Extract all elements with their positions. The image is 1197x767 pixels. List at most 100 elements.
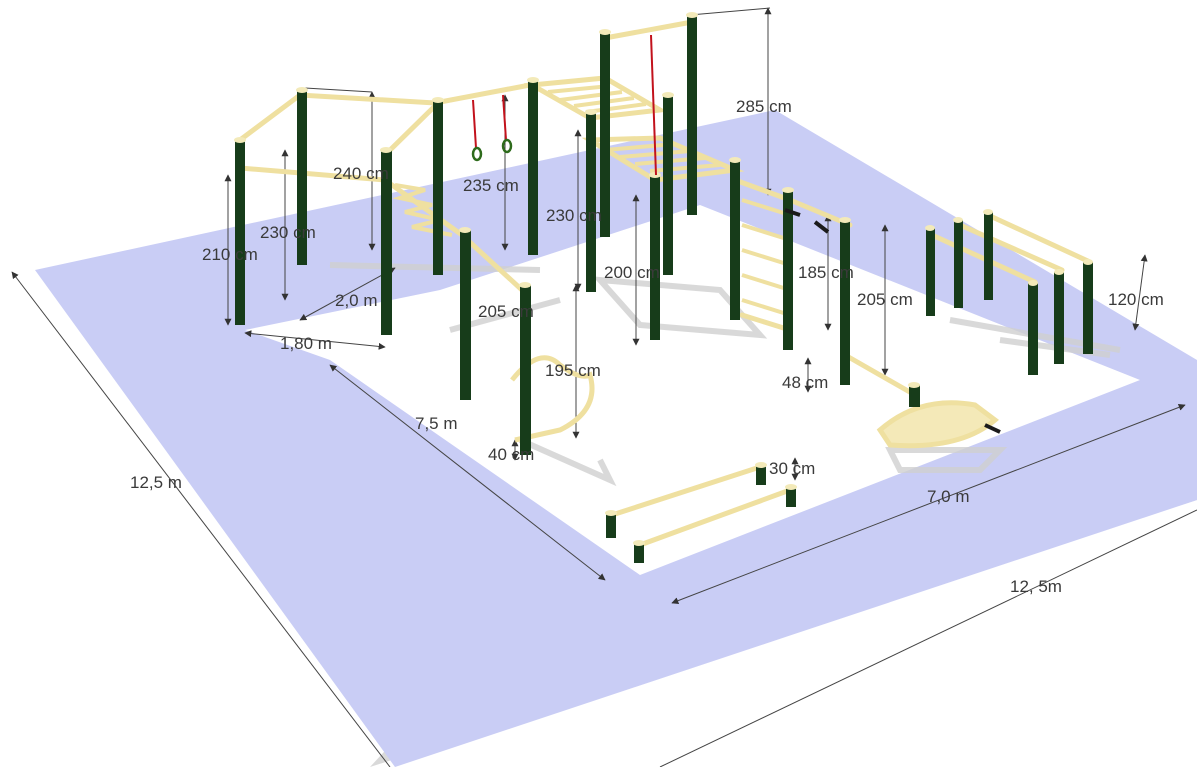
post: [1028, 283, 1038, 375]
post: [297, 90, 307, 265]
bench-connector: [842, 352, 918, 398]
label-7-0m: 7,0 m: [927, 487, 970, 506]
dim-12-5-left: [11, 271, 391, 767]
gymnastic-rings: [471, 34, 657, 176]
label-120cm: 120 cm: [1108, 290, 1164, 309]
label-200cm: 200 cm: [604, 263, 660, 282]
label-30cm: 30 cm: [769, 459, 816, 478]
post: [600, 32, 610, 237]
dip-handles: [784, 208, 1001, 434]
situp-bench: [876, 400, 999, 449]
post-cap: [432, 97, 444, 103]
post-cap: [925, 225, 935, 231]
post-cap: [1028, 280, 1038, 286]
label-285cm: 285 cm: [736, 97, 792, 116]
post-cap: [686, 12, 698, 18]
post: [756, 465, 766, 485]
shadow-ladder: [592, 276, 768, 339]
curved-apparatus: [510, 355, 999, 449]
dim-120: [1132, 254, 1148, 331]
label-195cm: 195 cm: [545, 361, 601, 380]
post-cap: [633, 540, 645, 546]
pullup-top: [602, 19, 695, 41]
ring: [471, 146, 483, 162]
ring-strap: [502, 94, 507, 141]
post: [1054, 272, 1064, 364]
post-cap: [983, 209, 993, 215]
top-bar-diagonal: [382, 100, 441, 158]
label-185cm: 185 cm: [798, 263, 854, 282]
pushup-curve: [510, 355, 595, 443]
post-cap: [599, 29, 611, 35]
rungs: [392, 84, 791, 317]
dim-top-ext: [689, 7, 771, 16]
posts: [235, 15, 1093, 563]
label-48cm: 48 cm: [782, 373, 829, 392]
dim-2-0: [299, 267, 396, 321]
post: [606, 513, 616, 538]
post-cap: [585, 109, 597, 115]
post-cap: [908, 382, 920, 388]
monkey-rungs-top: [547, 84, 647, 114]
post: [1083, 262, 1093, 354]
post-caps: [234, 12, 1093, 546]
label-230cm-left: 230 cm: [260, 223, 316, 242]
handle: [784, 208, 801, 217]
low-bars: [609, 464, 793, 548]
post-cap: [755, 462, 767, 468]
post-cap: [785, 484, 797, 490]
label-40cm: 40 cm: [488, 445, 535, 464]
label-205cm-left: 205 cm: [478, 302, 534, 321]
post-cap: [527, 77, 539, 83]
monkey-bar-top: [523, 75, 668, 121]
post: [730, 160, 740, 320]
post: [926, 228, 935, 316]
post: [786, 487, 796, 507]
label-205cm-right: 205 cm: [857, 290, 913, 309]
post: [520, 285, 531, 455]
climbing-rope: [650, 34, 657, 176]
post-cap: [296, 87, 308, 93]
handle: [984, 423, 1001, 434]
label-1-80m: 1,80 m: [280, 334, 332, 353]
post: [687, 15, 697, 215]
post: [528, 80, 538, 255]
label-7-5m: 7,5 m: [415, 414, 458, 433]
post-cap: [782, 187, 794, 193]
post-cap: [380, 147, 392, 153]
post-cap: [459, 227, 471, 233]
post-cap: [953, 217, 963, 223]
label-12-5m-left: 12,5 m: [130, 473, 182, 492]
handle: [813, 220, 830, 234]
post-cap: [234, 137, 246, 143]
post-cap: [729, 157, 741, 163]
ground: [35, 110, 1197, 767]
snake-bar: [392, 183, 453, 237]
post: [650, 175, 660, 340]
ring: [501, 138, 513, 154]
post-cap: [839, 217, 851, 223]
top-bar-left: [237, 82, 533, 143]
post: [381, 150, 392, 335]
label-235cm: 235 cm: [463, 176, 519, 195]
label-12-5m-bottom: 12, 5m: [1010, 577, 1062, 596]
post-cap: [519, 282, 531, 288]
dim-7-5: [329, 364, 606, 581]
label-210cm: 210 cm: [202, 245, 258, 264]
dimension-lines: [11, 7, 1197, 767]
dim-240-ext: [304, 87, 373, 93]
post: [909, 385, 920, 407]
post: [954, 220, 963, 308]
post: [433, 100, 443, 275]
vertical-ladder-rungs: [741, 198, 791, 317]
post-cap: [605, 510, 617, 516]
post: [663, 95, 673, 275]
post: [634, 543, 644, 563]
post-cap: [662, 92, 674, 98]
post-cap: [1083, 259, 1093, 265]
post: [235, 140, 245, 325]
label-240cm: 240 cm: [333, 164, 389, 183]
post: [460, 230, 471, 400]
